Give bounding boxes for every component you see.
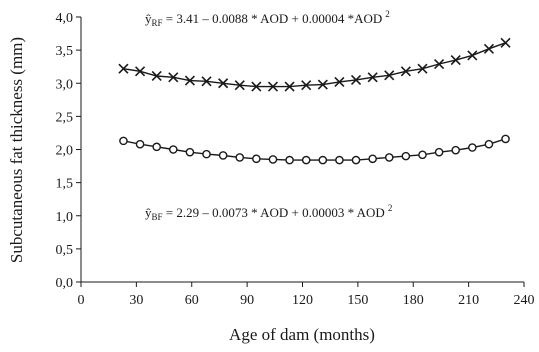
equation-bf-superscript: 2 <box>388 203 393 213</box>
data-point-rf <box>284 81 295 92</box>
data-point-bf <box>384 153 394 162</box>
data-point-rf <box>201 76 212 87</box>
data-point-bf <box>468 143 477 152</box>
equation-rf-body: = 3.41 – 0.0088 * AOD + 0.00004 *AOD <box>163 11 383 26</box>
data-point-rf <box>350 74 362 86</box>
data-point-bf <box>152 142 161 152</box>
data-point-bf <box>235 153 245 162</box>
data-point-rf <box>184 75 195 86</box>
x-tick-label: 90 <box>240 293 254 308</box>
data-point-bf <box>202 149 211 159</box>
y-tick-label: 0,5 <box>56 243 74 258</box>
x-tick-label: 30 <box>129 293 143 308</box>
series-markers <box>118 37 511 165</box>
y-tick-label: 4,0 <box>56 11 74 26</box>
equation-rf-hat: ŷ <box>145 11 152 26</box>
y-axis-title: Subcutaneous fat thickness (mm) <box>7 37 26 263</box>
data-point-rf <box>334 76 345 87</box>
data-point-rf <box>301 80 312 91</box>
data-point-bf <box>451 145 461 155</box>
data-point-rf <box>467 50 478 61</box>
data-point-bf <box>119 136 128 146</box>
data-point-bf <box>185 147 195 157</box>
x-tick-label: 210 <box>458 293 479 308</box>
data-point-bf <box>285 155 294 165</box>
equation-bf-hat: ŷ <box>145 205 152 220</box>
equation-bf-subscript: BF <box>152 212 163 222</box>
data-point-bf <box>434 147 444 157</box>
y-tick-label: 2,0 <box>56 144 74 159</box>
equation-rf-superscript: 2 <box>385 9 390 19</box>
data-point-bf <box>268 155 278 164</box>
x-tick-label: 0 <box>78 293 85 308</box>
y-tick-label: 0,0 <box>56 276 74 291</box>
x-tick-label: 240 <box>514 293 535 308</box>
y-tick-label: 3,0 <box>56 77 74 92</box>
data-point-bf <box>401 151 411 161</box>
x-tick-label: 60 <box>185 293 199 308</box>
data-point-rf <box>251 81 262 92</box>
data-point-bf <box>301 155 311 165</box>
data-point-bf <box>335 155 344 165</box>
data-point-rf <box>234 80 245 91</box>
data-point-rf <box>267 81 279 92</box>
data-point-rf <box>151 70 162 82</box>
data-point-bf <box>168 145 178 154</box>
equation-bf: ŷBF = 2.29 – 0.0073 * AOD + 0.00003 * AO… <box>145 203 392 222</box>
x-tick-label: 120 <box>292 293 313 308</box>
equation-bf-body: = 2.29 – 0.0073 * AOD + 0.00003 * AOD <box>163 205 385 220</box>
y-tick-label: 2,5 <box>56 110 74 125</box>
data-point-rf <box>367 72 378 83</box>
series-lines <box>123 42 506 161</box>
data-point-rf <box>317 79 328 90</box>
y-tick-label: 1,0 <box>56 210 74 225</box>
x-tick-label: 180 <box>403 293 424 308</box>
x-axis-title: Age of dam (months) <box>229 325 375 344</box>
series-line-rf <box>123 42 506 88</box>
data-point-rf <box>168 72 179 83</box>
equation-rf: ŷRF = 3.41 – 0.0088 * AOD + 0.00004 *AOD… <box>145 9 390 28</box>
data-point-rf <box>483 43 494 54</box>
equation-rf-subscript: RF <box>152 18 163 28</box>
data-point-rf <box>135 66 146 77</box>
data-point-bf <box>501 134 510 144</box>
data-point-bf <box>318 155 328 165</box>
y-ticks: 0,0 0,5 1,0 1,5 2,0 2,5 3,0 3,5 4,0 <box>56 11 81 291</box>
data-point-bf <box>484 139 494 149</box>
data-point-bf <box>418 150 427 160</box>
data-point-bf <box>368 154 377 164</box>
data-point-bf <box>351 155 361 165</box>
y-tick-label: 1,5 <box>56 177 74 192</box>
data-point-rf <box>118 63 129 74</box>
data-point-rf <box>400 66 411 77</box>
data-point-rf <box>384 70 395 81</box>
data-point-rf <box>500 37 511 48</box>
data-point-rf <box>417 63 428 74</box>
data-point-rf <box>218 78 229 89</box>
data-point-bf <box>218 151 228 160</box>
y-tick-label: 3,5 <box>56 44 74 59</box>
x-ticks: 0 30 60 90 120 150 180 210 240 <box>78 282 535 308</box>
data-point-bf <box>252 154 261 164</box>
series-line-bf <box>123 138 506 161</box>
data-point-rf <box>434 58 445 70</box>
data-point-bf <box>135 139 145 149</box>
x-tick-label: 150 <box>347 293 368 308</box>
data-point-rf <box>450 54 461 66</box>
